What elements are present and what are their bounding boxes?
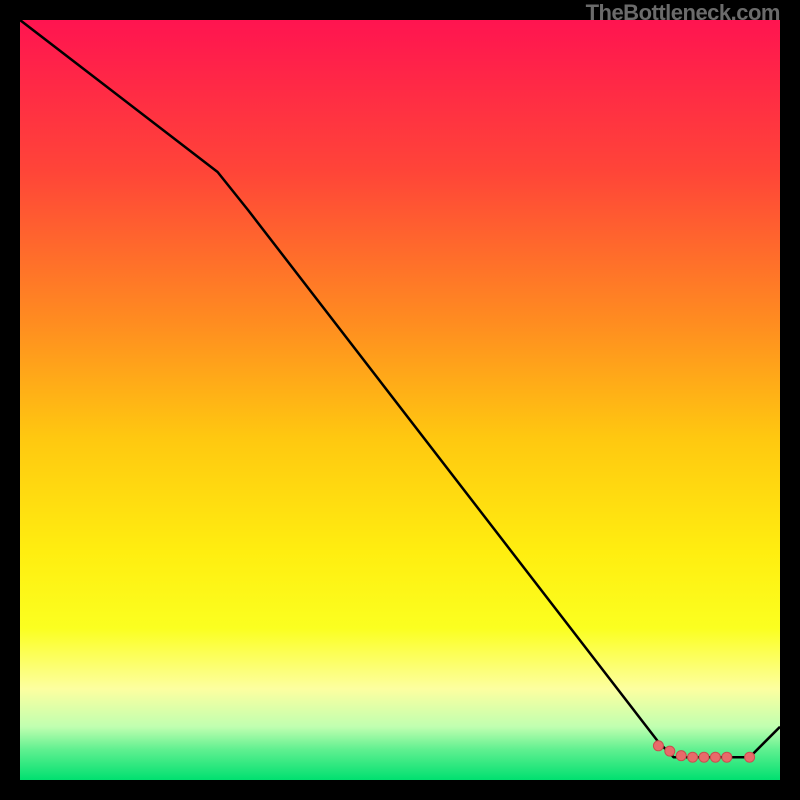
data-marker: [710, 752, 720, 762]
data-marker: [688, 752, 698, 762]
data-marker: [676, 751, 686, 761]
chart-container: [20, 20, 780, 780]
line-chart: [20, 20, 780, 780]
chart-background: [20, 20, 780, 780]
data-marker: [665, 746, 675, 756]
data-marker: [653, 741, 663, 751]
data-marker: [722, 752, 732, 762]
watermark-text: TheBottleneck.com: [586, 0, 780, 26]
data-marker: [745, 752, 755, 762]
data-marker: [699, 752, 709, 762]
